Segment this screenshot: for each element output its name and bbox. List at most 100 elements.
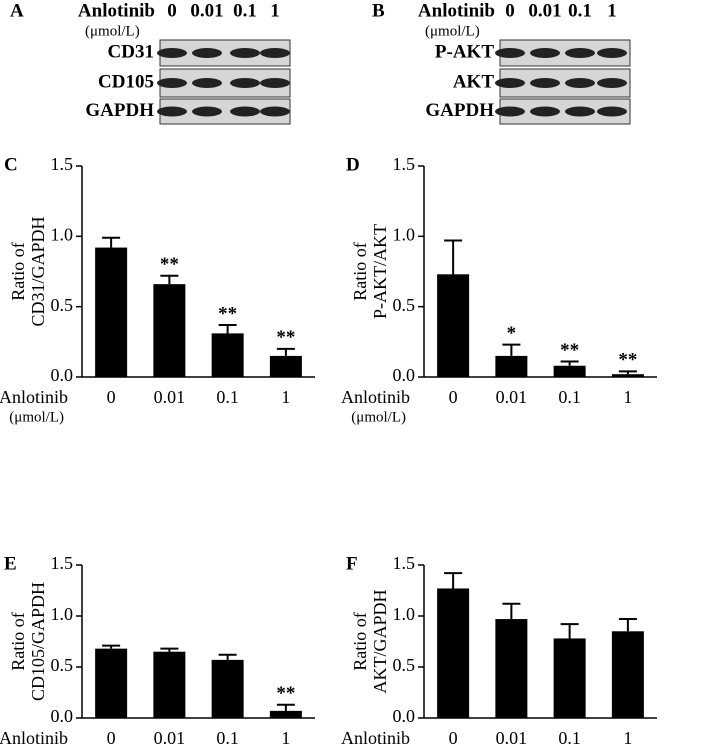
bar <box>495 619 528 718</box>
row-label: GAPDH <box>85 100 154 121</box>
error-bar <box>618 370 637 375</box>
lane-label: 1 <box>270 0 280 21</box>
y-tick-label: 0.0 <box>51 706 74 726</box>
bar <box>553 638 586 718</box>
lane-label: 0 <box>167 0 177 21</box>
blot-band <box>260 106 290 117</box>
y-tick-label: 0.0 <box>393 706 416 726</box>
x-axis-label: Anlotinib <box>341 387 410 407</box>
blot-band <box>192 48 222 58</box>
bar <box>553 365 586 377</box>
y-tick-label: 1.5 <box>51 154 74 174</box>
x-tick-label: 0.01 <box>154 387 186 407</box>
error-bar <box>102 644 121 649</box>
y-tick-label: 1.0 <box>51 224 74 244</box>
blot-band <box>192 106 222 117</box>
y-axis-label: CD31/GAPDH <box>28 216 48 326</box>
row-label: CD31 <box>108 41 154 62</box>
x-axis-label: Anlotinib <box>0 387 68 407</box>
x-tick-label: 1 <box>623 728 632 745</box>
blot-band <box>157 48 187 58</box>
bar <box>95 247 128 377</box>
bar <box>495 355 528 377</box>
blot-band <box>157 106 187 117</box>
bar <box>269 355 302 377</box>
error-bar <box>444 572 463 589</box>
unit-label: (μmol/L) <box>425 23 480 39</box>
significance-mark: ** <box>560 340 579 361</box>
x-axis-label: Anlotinib <box>341 728 410 745</box>
blot-band <box>260 78 290 88</box>
lane-label: 0.01 <box>528 0 561 21</box>
blot-band <box>565 106 595 117</box>
blot-band <box>230 78 260 88</box>
x-tick-label: 1 <box>281 387 290 407</box>
x-tick-label: 0.1 <box>216 387 239 407</box>
blot-band <box>597 106 627 117</box>
panel-label: F <box>346 553 358 574</box>
panel-label: C <box>4 154 18 175</box>
lane-label: 0.01 <box>190 0 223 21</box>
significance-mark: ** <box>160 254 179 275</box>
x-tick-label: 0.01 <box>496 728 528 745</box>
blot-band <box>230 48 260 58</box>
y-axis-label: AKT/GAPDH <box>370 589 390 693</box>
error-bar <box>502 343 521 356</box>
bar <box>437 274 470 377</box>
treatment-label: Anlotinib <box>78 0 155 21</box>
blot-band <box>192 78 222 88</box>
x-tick-label: 0 <box>449 387 458 407</box>
blot-band <box>597 78 627 88</box>
blot-band <box>495 48 525 58</box>
y-axis-label: P-AKT/AKT <box>370 224 390 319</box>
x-tick-label: 0.1 <box>216 728 239 745</box>
blot-band <box>565 48 595 58</box>
x-tick-label: 0.1 <box>558 728 581 745</box>
lane-label: 0.1 <box>233 0 257 21</box>
y-axis-label: Ratio of <box>350 242 370 301</box>
row-label: AKT <box>453 71 495 92</box>
x-tick-label: 1 <box>623 387 632 407</box>
x-tick-label: 0 <box>107 387 116 407</box>
blot-band <box>597 48 627 58</box>
panel-label: D <box>346 154 360 175</box>
significance-mark: ** <box>276 683 295 704</box>
panel-label: E <box>4 553 17 574</box>
error-bar <box>218 323 237 334</box>
y-tick-label: 1.5 <box>393 154 416 174</box>
blot-band <box>157 78 187 88</box>
y-axis-label: CD105/GAPDH <box>28 582 48 701</box>
bar <box>211 659 244 718</box>
error-bar <box>276 347 295 356</box>
bar <box>153 651 186 718</box>
x-axis-unit: (μmol/L) <box>9 409 64 425</box>
treatment-label: Anlotinib <box>418 0 495 21</box>
blot-band <box>565 78 595 88</box>
x-tick-label: 0.01 <box>496 387 528 407</box>
error-bar <box>560 360 579 366</box>
y-tick-label: 0.0 <box>393 365 416 385</box>
error-bar <box>160 274 179 285</box>
blot-band <box>260 48 290 58</box>
x-tick-label: 0 <box>107 728 116 745</box>
panel-label: A <box>10 0 24 21</box>
bar <box>611 631 644 718</box>
row-label: P-AKT <box>435 41 494 62</box>
bar <box>95 648 128 718</box>
error-bar <box>218 653 237 660</box>
y-tick-label: 0.0 <box>51 365 74 385</box>
error-bar <box>618 618 637 632</box>
error-bar <box>102 236 121 248</box>
bar <box>153 284 186 377</box>
error-bar <box>160 647 179 652</box>
lane-label: 1 <box>607 0 617 21</box>
x-axis-label: Anlotinib <box>0 728 68 745</box>
x-tick-label: 0.1 <box>558 387 581 407</box>
y-tick-label: 0.5 <box>393 295 416 315</box>
y-axis-label: Ratio of <box>8 242 28 301</box>
y-tick-label: 1.5 <box>393 553 416 573</box>
panel-label: B <box>372 0 385 21</box>
y-tick-label: 0.5 <box>51 295 74 315</box>
error-bar <box>444 239 463 275</box>
